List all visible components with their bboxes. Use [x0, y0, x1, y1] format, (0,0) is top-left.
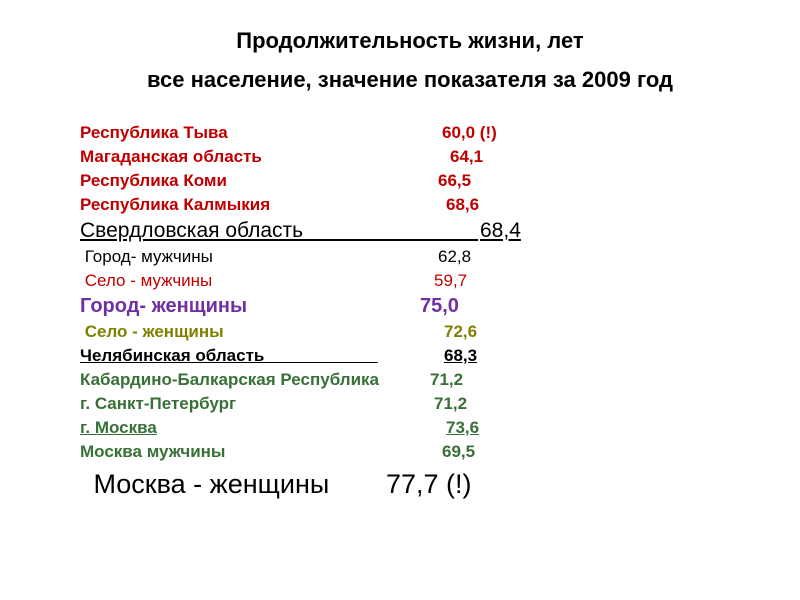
data-row: Свердловская область 68,4 [80, 217, 740, 245]
row-value: 71,2 [430, 368, 463, 392]
row-value: 75,0 [420, 293, 459, 320]
data-row: Магаданская область64,1 [80, 145, 740, 169]
row-value: 62,8 [430, 245, 471, 269]
row-value: 64,1 [430, 145, 483, 169]
row-label: Село - женщины [80, 320, 430, 344]
data-row: г. Санкт-Петербург71,2 [80, 392, 740, 416]
row-value: 68,4 [480, 217, 521, 245]
slide: Продолжительность жизни, лет все населен… [0, 0, 800, 600]
row-value: 66,5 [430, 169, 471, 193]
row-label: Магаданская область [80, 145, 430, 169]
row-label: Республика Тыва [80, 121, 430, 145]
data-row: Москва мужчины69,5 [80, 440, 740, 464]
data-row: Село - женщины72,6 [80, 320, 740, 344]
row-label: Село - мужчины [80, 269, 430, 293]
data-row: Село - мужчины59,7 [80, 269, 740, 293]
row-label: Челябинская область [80, 344, 430, 368]
data-row: Челябинская область 68,3 [80, 344, 740, 368]
data-row: г. Москва73,6 [80, 416, 740, 440]
data-row: Кабардино-Балкарская Республика71,2 [80, 368, 740, 392]
title-line-1: Продолжительность жизни, лет [80, 24, 740, 57]
row-label: Республика Калмыкия [80, 193, 430, 217]
row-label: Республика Коми [80, 169, 430, 193]
row-label: Москва - женщины [86, 466, 386, 502]
row-value: 68,3 [430, 344, 477, 368]
row-value: 59,7 [430, 269, 467, 293]
data-row: Москва - женщины77,7 (!) [86, 466, 740, 502]
row-label: Свердловская область [80, 217, 480, 245]
row-label: Город- женщины [80, 293, 420, 320]
row-label: г. Санкт-Петербург [80, 392, 430, 416]
data-rows: Республика Тыва60,0 (!)Магаданская облас… [80, 121, 740, 502]
row-value: 73,6 [430, 416, 479, 440]
row-value: 60,0 (!) [430, 121, 497, 145]
data-row: Город- женщины75,0 [80, 293, 740, 320]
data-row: Республика Коми66,5 [80, 169, 740, 193]
row-value: 69,5 [430, 440, 475, 464]
data-row: Республика Тыва60,0 (!) [80, 121, 740, 145]
row-value: 68,6 [430, 193, 479, 217]
title-line-2: все население, значение показателя за 20… [80, 67, 740, 93]
data-row: Республика Калмыкия68,6 [80, 193, 740, 217]
row-value: 71,2 [430, 392, 467, 416]
row-value: 72,6 [430, 320, 477, 344]
row-value: 77,7 (!) [386, 466, 472, 502]
row-label: Город- мужчины [80, 245, 430, 269]
row-label: Кабардино-Балкарская Республика [80, 368, 430, 392]
row-label: г. Москва [80, 416, 430, 440]
row-label: Москва мужчины [80, 440, 430, 464]
data-row: Город- мужчины62,8 [80, 245, 740, 269]
